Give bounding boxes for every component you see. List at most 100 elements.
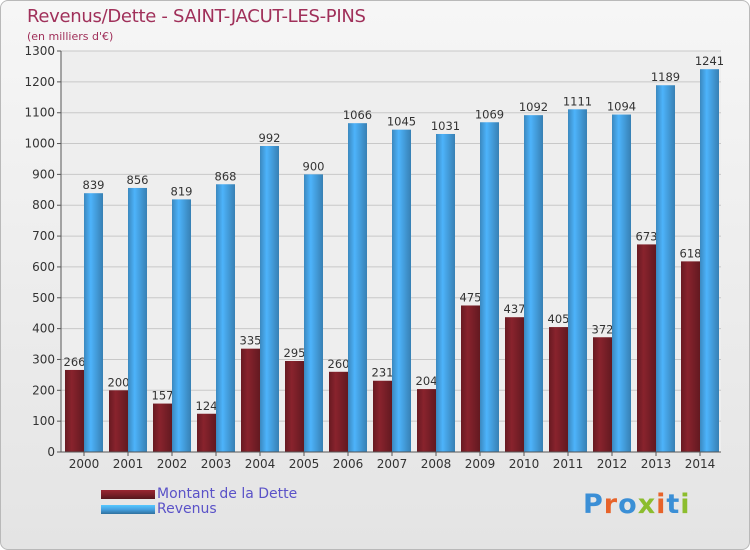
revenus-value-label: 1092 <box>519 100 548 114</box>
logo-letter: i <box>656 489 667 520</box>
dette-value-label: 405 <box>548 312 570 326</box>
dette-bar <box>197 413 216 452</box>
dette-value-label: 231 <box>372 366 394 380</box>
logo-letter: P <box>583 489 604 520</box>
y-tick-label: 800 <box>32 198 55 212</box>
y-tick-label: 300 <box>32 352 55 366</box>
revenus-bar <box>700 69 719 453</box>
x-tick-label: 2003 <box>201 457 232 471</box>
dette-bar <box>65 369 84 452</box>
dette-bar <box>681 261 700 452</box>
revenus-bar <box>656 85 675 452</box>
y-tick-label: 0 <box>47 445 55 459</box>
revenus-bar <box>436 133 455 453</box>
y-tick-label: 500 <box>32 291 55 305</box>
dette-value-label: 204 <box>416 374 438 388</box>
y-tick-label: 100 <box>32 414 55 428</box>
y-tick-label: 700 <box>32 229 55 243</box>
dette-bar <box>153 403 172 452</box>
logo-letter: t <box>666 489 681 520</box>
dette-value-label: 335 <box>240 334 262 348</box>
revenus-value-label: 1031 <box>431 119 460 133</box>
revenus-bar <box>348 123 367 453</box>
revenus-bar <box>392 129 411 452</box>
revenus-bar <box>480 122 499 453</box>
revenus-value-label: 839 <box>83 178 105 192</box>
dette-bar <box>329 371 348 452</box>
x-tick-label: 2011 <box>553 457 584 471</box>
revenus-bar <box>568 109 587 453</box>
revenus-value-label: 868 <box>215 169 237 183</box>
revenus-bar <box>260 146 279 452</box>
y-tick-label: 600 <box>32 260 55 274</box>
dette-bar <box>593 337 612 452</box>
revenus-value-label: 1189 <box>651 70 680 84</box>
x-tick-label: 2012 <box>597 457 628 471</box>
y-tick-label: 900 <box>32 167 55 181</box>
legend-label-dette: Montant de la Dette <box>157 486 298 502</box>
revenus-bar <box>172 199 191 452</box>
dette-value-label: 260 <box>328 357 350 371</box>
y-tick-label: 1100 <box>24 106 55 120</box>
revenus-value-label: 1094 <box>607 100 636 114</box>
dette-value-label: 475 <box>460 290 482 304</box>
revenus-bar <box>216 184 235 453</box>
x-tick-label: 2014 <box>685 457 716 471</box>
legend-swatch-dette <box>101 490 155 499</box>
y-tick-label: 1000 <box>24 137 55 151</box>
dette-value-label: 266 <box>64 355 86 369</box>
chart-title: Revenus/Dette - SAINT-JACUT-LES-PINS <box>27 6 366 27</box>
x-tick-label: 2004 <box>245 457 276 471</box>
dette-bar <box>285 361 304 452</box>
dette-value-label: 157 <box>152 389 174 403</box>
x-tick-label: 2006 <box>333 457 364 471</box>
logo-letter: o <box>618 489 638 520</box>
legend-swatch-revenus <box>101 505 155 514</box>
y-tick-label: 1300 <box>24 44 55 58</box>
dette-bar <box>241 348 260 452</box>
dette-value-label: 437 <box>504 302 526 316</box>
dette-bar <box>461 305 480 452</box>
dette-value-label: 200 <box>108 375 130 389</box>
revenus-bar <box>612 114 631 452</box>
revenus-value-label: 1069 <box>475 107 504 121</box>
revenus-value-label: 900 <box>303 159 325 173</box>
y-tick-label: 400 <box>32 322 55 336</box>
dette-value-label: 372 <box>592 322 614 336</box>
chart-subtitle: (en milliers d'€) <box>27 30 114 43</box>
x-tick-label: 2005 <box>289 457 320 471</box>
proxiti-logo: Proxiti <box>583 489 691 520</box>
x-tick-label: 2002 <box>157 457 188 471</box>
revenus-value-label: 1045 <box>387 115 416 129</box>
x-tick-label: 2008 <box>421 457 452 471</box>
dette-bar <box>505 317 524 452</box>
revenus-value-label: 1241 <box>695 54 724 68</box>
revenus-bar <box>84 193 103 452</box>
dette-value-label: 673 <box>636 229 658 243</box>
dette-value-label: 295 <box>284 346 306 360</box>
x-tick-label: 2009 <box>465 457 496 471</box>
revenus-value-label: 856 <box>127 173 149 187</box>
x-tick-label: 2010 <box>509 457 540 471</box>
logo-letter: r <box>603 489 619 520</box>
legend-label-revenus: Revenus <box>157 501 217 517</box>
x-tick-label: 2000 <box>69 457 100 471</box>
revenus-bar <box>524 115 543 452</box>
logo-letter: x <box>637 489 657 520</box>
dette-bar <box>549 327 568 452</box>
x-tick-label: 2007 <box>377 457 408 471</box>
x-tick-label: 2001 <box>113 457 144 471</box>
x-tick-label: 2013 <box>641 457 672 471</box>
dette-bar <box>373 380 392 452</box>
revenus-bar <box>128 187 147 453</box>
revenus-value-label: 1066 <box>343 108 372 122</box>
revenus-value-label: 992 <box>259 131 281 145</box>
logo-letter: i <box>680 489 691 520</box>
y-tick-label: 200 <box>32 383 55 397</box>
dette-bar <box>109 390 128 452</box>
dette-value-label: 618 <box>680 246 702 260</box>
revenus-value-label: 819 <box>171 184 193 198</box>
dette-value-label: 124 <box>196 399 218 413</box>
